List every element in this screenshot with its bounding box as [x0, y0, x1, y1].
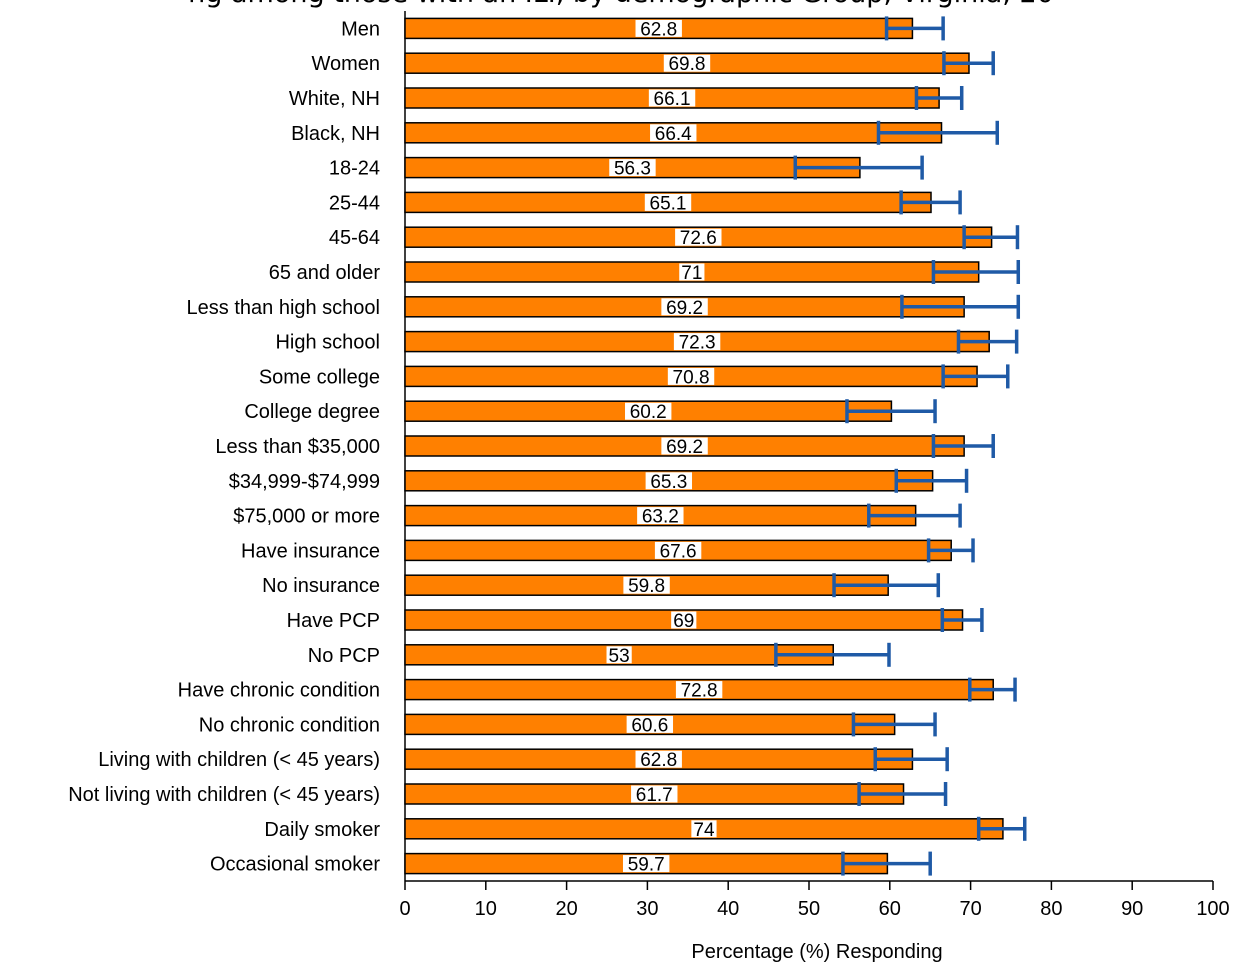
data-label: 72.3 — [679, 333, 716, 354]
category-label: Have PCP — [287, 610, 380, 632]
x-tick-label: 40 — [717, 898, 739, 920]
category-label: High school — [275, 332, 380, 354]
data-label: 65.1 — [650, 193, 687, 214]
category-label: Men — [341, 18, 380, 40]
category-label: 45-64 — [329, 227, 380, 249]
chart-title: ng among those with an ILI, by demograph… — [188, 0, 1054, 9]
category-label: No insurance — [262, 575, 380, 597]
category-label: Less than $35,000 — [215, 436, 380, 458]
category-label: Less than high school — [187, 297, 380, 319]
x-tick-label: 10 — [475, 898, 497, 920]
data-label: 72.6 — [680, 228, 717, 249]
x-tick-label: 30 — [636, 898, 658, 920]
data-label: 67.6 — [660, 541, 697, 562]
data-label: 74 — [693, 820, 715, 841]
category-label: Women — [311, 53, 380, 75]
plot-area: Men 62.8 Women 69.8 White, NH 66.1 Black, NH 66… — [68, 11, 1025, 881]
x-tick-label: 60 — [879, 898, 901, 920]
data-label: 69 — [673, 611, 694, 632]
category-label: Have insurance — [241, 540, 380, 562]
data-label: 69.2 — [666, 437, 703, 458]
x-axis: 0 10 20 30 40 50 60 70 80 90 100 — [399, 881, 1229, 920]
data-label: 53 — [609, 646, 630, 667]
x-tick-label: 90 — [1121, 898, 1143, 920]
x-tick-label: 70 — [959, 898, 981, 920]
data-label: 60.2 — [630, 402, 667, 423]
x-tick-label: 50 — [798, 898, 820, 920]
x-axis-title: Percentage (%) Responding — [691, 941, 942, 963]
data-label: 69.8 — [668, 54, 705, 75]
data-label: 72.8 — [681, 681, 718, 702]
data-label: 59.7 — [628, 855, 665, 876]
data-label: 60.6 — [631, 715, 668, 736]
data-label: 62.8 — [640, 750, 677, 771]
category-label: $75,000 or more — [233, 506, 380, 528]
data-label: 71 — [681, 263, 702, 284]
category-label: $34,999-$74,999 — [229, 471, 380, 493]
data-label: 63.2 — [642, 507, 679, 528]
x-tick-label: 80 — [1040, 898, 1062, 920]
category-label: Not living with children (< 45 years) — [68, 784, 380, 806]
data-label: 69.2 — [666, 298, 703, 319]
category-label: Some college — [259, 366, 380, 388]
category-label: Living with children (< 45 years) — [98, 749, 380, 771]
data-label: 62.8 — [640, 19, 677, 40]
x-tick-label: 100 — [1196, 898, 1229, 920]
category-label: Occasional smoker — [210, 854, 380, 876]
data-label: 56.3 — [614, 159, 651, 180]
data-label: 70.8 — [673, 367, 710, 388]
category-label: No chronic condition — [199, 714, 380, 736]
data-label: 59.8 — [628, 576, 665, 597]
category-label: Daily smoker — [264, 819, 380, 841]
data-label: 65.3 — [650, 472, 687, 493]
category-label: Black, NH — [291, 123, 380, 145]
category-label: White, NH — [289, 88, 380, 110]
data-label: 66.4 — [655, 124, 692, 145]
category-label: 65 and older — [269, 262, 381, 284]
x-tick-label: 20 — [555, 898, 577, 920]
x-tick-label: 0 — [399, 898, 410, 920]
category-label: College degree — [244, 401, 380, 423]
data-label: 66.1 — [654, 89, 691, 110]
category-label: 18-24 — [329, 158, 380, 180]
category-label: 25-44 — [329, 192, 380, 214]
data-label: 61.7 — [636, 785, 673, 806]
category-label: No PCP — [308, 645, 380, 667]
category-label: Have chronic condition — [178, 680, 380, 702]
